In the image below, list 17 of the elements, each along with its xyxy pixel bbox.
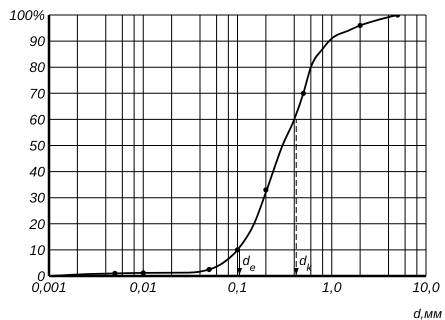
y-tick-label: 50 xyxy=(29,137,46,154)
y-tick-label: 80 xyxy=(29,59,46,76)
x-axis-title: d,мм xyxy=(413,306,442,320)
y-tick-label: 0 xyxy=(37,268,46,284)
y-tick-label: 20 xyxy=(28,216,46,232)
x-tick-label: 1,0 xyxy=(322,278,342,295)
y-tick-label: 10 xyxy=(29,242,46,258)
annotation: d$_{e}$ xyxy=(242,253,256,274)
y-tick-label: 60 xyxy=(29,111,46,128)
x-tick-label: 0,1 xyxy=(228,278,248,295)
y-tick-label: 40 xyxy=(29,164,46,180)
y-tick-label: 100% xyxy=(9,6,45,23)
x-tick-label: 10,0 xyxy=(412,278,440,295)
y-tick-label: 70 xyxy=(29,85,46,102)
x-tick-label: 0,01 xyxy=(130,278,157,295)
y-tick-label: 90 xyxy=(29,33,46,50)
y-tick-label: 30 xyxy=(29,190,46,206)
